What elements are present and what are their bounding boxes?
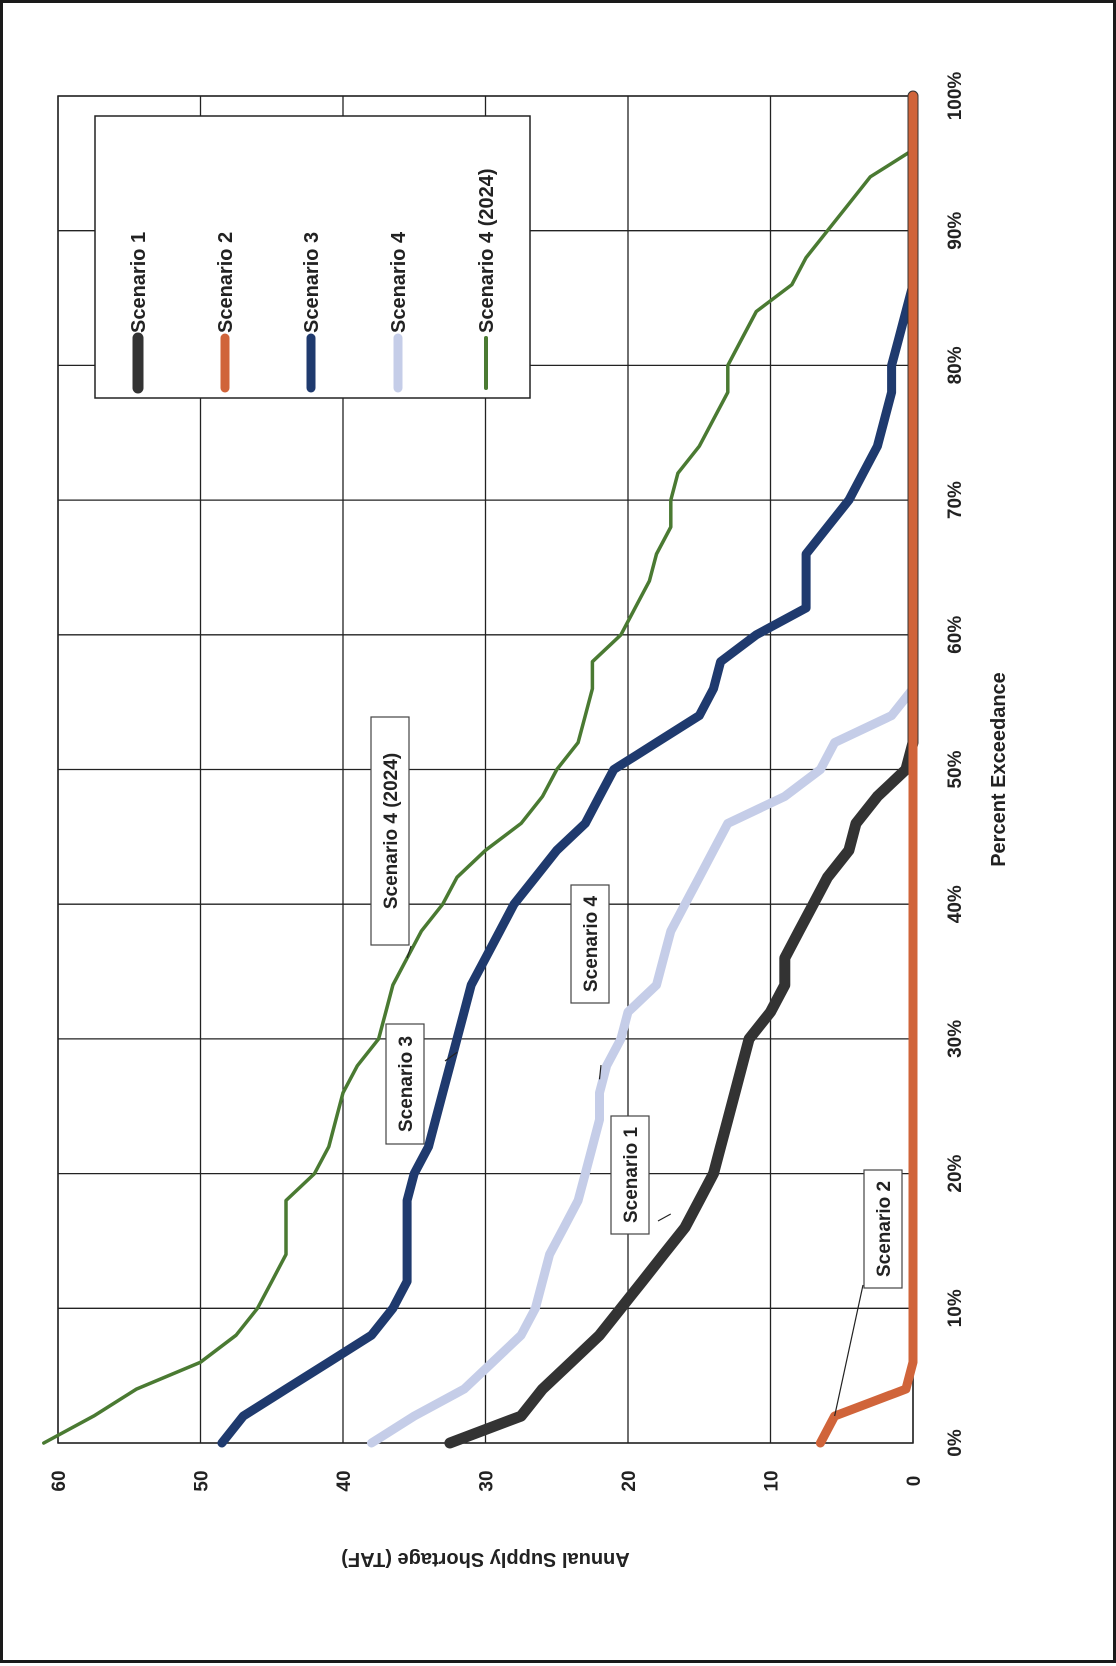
legend-entry: Scenario 4 (2024)	[476, 168, 498, 333]
axes: 0% 10% 20% 30% 40% 50% 60% 70% 80% 90% 100% 0 10 20 30…	[49, 72, 1010, 1570]
y-tick-label: 10	[762, 1470, 783, 1491]
y-tick-label: 40	[334, 1470, 355, 1491]
series-line-scenario-2	[815, 91, 918, 1448]
legend-entry: Scenario 1	[128, 232, 150, 333]
callout-pointer	[598, 1064, 602, 1080]
callout-pointer	[444, 1051, 458, 1062]
callout-pointer	[834, 1284, 864, 1417]
callout-pointer	[406, 945, 412, 959]
legend-entry: Scenario 2	[215, 232, 237, 333]
x-tick-label: 90%	[945, 212, 966, 250]
y-tick-label: 30	[477, 1470, 498, 1491]
callout-pointer	[657, 1213, 672, 1222]
legend-entry: Scenario 3	[301, 232, 323, 333]
callout-box	[385, 1023, 425, 1145]
x-tick-label: 20%	[945, 1154, 966, 1192]
y-tick-label: 20	[619, 1470, 640, 1491]
x-tick-label: 80%	[945, 346, 966, 384]
callout-label: Scenario 4	[581, 896, 602, 993]
x-axis-title: Percent Exceedance	[988, 672, 1010, 867]
x-tick-label: 50%	[945, 750, 966, 788]
callout-box	[610, 1115, 650, 1235]
callout-label: Scenario 3	[396, 1036, 417, 1132]
x-tick-label: 30%	[945, 1020, 966, 1058]
series-line-scenario-4-2024	[42, 94, 915, 1445]
series-lines	[42, 90, 919, 1449]
legend-entry: Scenario 4	[388, 231, 410, 333]
legend: Scenario 1 Scenario 2 Scenario 3 Scenario 4…	[94, 115, 531, 399]
callout-box	[370, 716, 410, 946]
callout-box	[570, 884, 610, 1004]
y-tick-label: 50	[192, 1470, 213, 1491]
y-tick-label: 60	[49, 1470, 70, 1491]
callouts: Scenario 4 (2024) Scenario 3 Scenario 4 Sce…	[370, 716, 903, 1417]
y-axis-title: Annual Supply Shortage (TAF)	[341, 1548, 630, 1570]
callout-label: Scenario 1	[621, 1127, 642, 1224]
x-tick-label: 10%	[945, 1289, 966, 1327]
x-tick-label: 0%	[945, 1429, 966, 1457]
series-line-scenario-4	[367, 91, 918, 1448]
callout-box	[863, 1169, 903, 1289]
callout-label: Scenario 4 (2024)	[381, 753, 402, 909]
series-line-scenario-1	[444, 90, 919, 1449]
x-tick-label: 100%	[945, 72, 966, 121]
series-line-scenario-3	[217, 91, 918, 1448]
x-tick-label: 60%	[945, 616, 966, 654]
callout-label: Scenario 2	[874, 1181, 895, 1277]
x-tick-label: 40%	[945, 885, 966, 923]
exceedance-chart: Scenario 1 Scenario 2 Scenario 3 Scenario 4…	[42, 72, 1010, 1570]
x-tick-label: 70%	[945, 481, 966, 519]
y-tick-label: 0	[904, 1476, 925, 1487]
